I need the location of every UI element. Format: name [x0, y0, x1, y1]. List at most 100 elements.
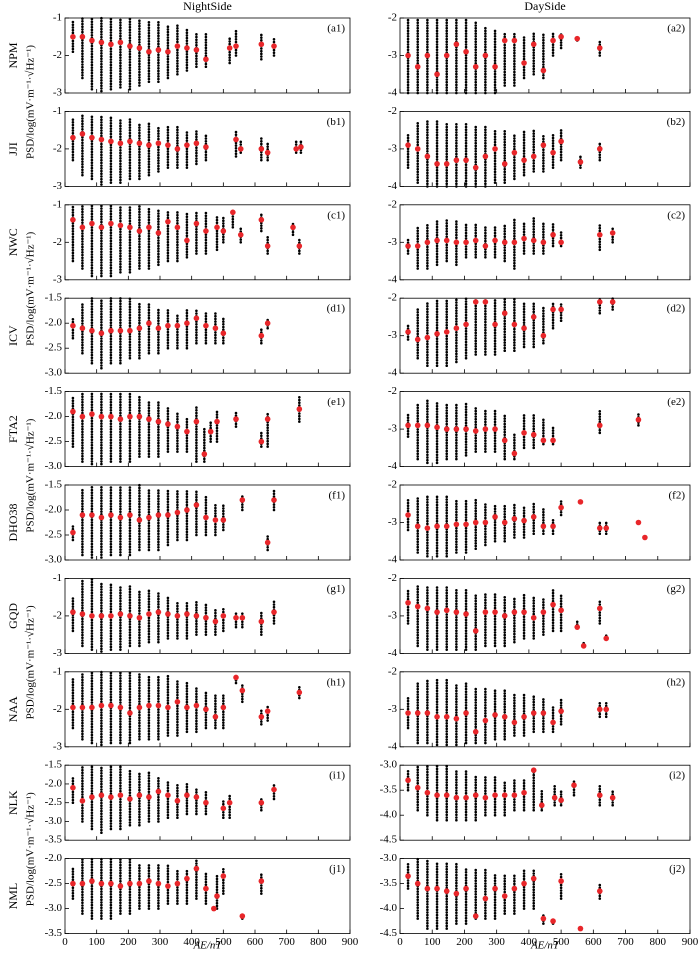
median-point [558, 306, 564, 313]
median-point [117, 222, 124, 229]
x-tick-label: 100 [424, 936, 441, 948]
median-point [521, 325, 527, 332]
x-tick-label: 900 [342, 936, 359, 948]
median-point [127, 512, 133, 518]
median-point [530, 767, 537, 773]
median-point [70, 609, 76, 615]
y-tick-label: -1.5 [45, 292, 63, 304]
median-point [596, 232, 603, 238]
y-tick-label: -3.0 [45, 554, 63, 566]
median-point [482, 794, 489, 801]
median-point [434, 237, 440, 244]
median-point [482, 299, 489, 305]
median-point [511, 609, 518, 615]
median-point [453, 157, 460, 163]
median-point [117, 327, 124, 334]
median-point [203, 614, 209, 621]
median-point [165, 421, 171, 427]
median-point [635, 416, 642, 423]
panel [405, 16, 603, 95]
panel [405, 214, 616, 270]
median-point [530, 314, 537, 320]
median-point [482, 717, 489, 724]
median-point [89, 878, 95, 884]
median-point [146, 878, 152, 884]
median-point [453, 239, 460, 246]
median-point [414, 603, 421, 610]
y-tick-label: -2 [388, 198, 397, 210]
median-point [603, 706, 610, 713]
median-point [434, 714, 440, 720]
panel-label: (b2) [667, 116, 686, 128]
y-tick-label: -2 [53, 142, 62, 154]
median-point [174, 509, 181, 516]
median-point [117, 39, 124, 46]
panel [70, 577, 277, 653]
median-point [70, 217, 76, 223]
median-point [146, 514, 152, 521]
median-point [258, 714, 265, 720]
plot-frame [399, 578, 691, 654]
median-point [220, 517, 227, 523]
panel [70, 390, 303, 466]
median-point [89, 794, 95, 800]
panel-label: (g1) [327, 583, 346, 595]
y-tick-label: -4 [388, 554, 398, 566]
x-tick-label: 700 [278, 936, 295, 948]
median-point [482, 519, 489, 526]
y-tick-label: -3 [53, 273, 63, 285]
median-point [482, 895, 489, 902]
median-point [596, 45, 603, 51]
median-point [79, 880, 86, 887]
y-tick-label: -3 [53, 87, 63, 99]
median-point [155, 512, 162, 518]
median-point [146, 48, 152, 55]
median-point [463, 794, 469, 801]
median-point [472, 792, 479, 798]
median-point [201, 451, 208, 457]
y-tick-label: -2 [388, 12, 397, 24]
y-tick-label: -3 [53, 740, 63, 752]
median-point [472, 428, 479, 434]
panel [70, 203, 303, 278]
median-point [174, 224, 181, 231]
median-point [530, 431, 537, 438]
median-point [70, 134, 76, 141]
y-tick-label: -3.0 [45, 815, 63, 827]
median-point [596, 792, 603, 798]
median-point [136, 880, 143, 887]
y-tick-label: -2.0 [45, 410, 63, 422]
median-point [550, 437, 556, 444]
median-point [540, 523, 547, 530]
median-point [414, 146, 421, 152]
median-point [220, 704, 227, 711]
median-point [521, 235, 527, 242]
median-point [98, 880, 105, 887]
median-point [472, 913, 479, 919]
plot-frame [64, 297, 351, 374]
median-point [463, 611, 469, 617]
median-point [501, 239, 508, 246]
y-tick-label: -2 [388, 479, 397, 491]
y-tick-label: -2.5 [45, 877, 63, 889]
median-point [463, 521, 469, 528]
median-point [165, 611, 171, 617]
panel [405, 857, 603, 932]
panel [405, 296, 616, 368]
x-tick-label: 400 [521, 936, 538, 948]
median-point [146, 702, 152, 709]
median-point [136, 228, 143, 234]
panel-label: (j2) [669, 863, 685, 875]
median-point [596, 605, 603, 612]
median-point [511, 239, 518, 246]
x-tick-label: 600 [585, 936, 602, 948]
median-point [271, 786, 277, 793]
median-point [609, 299, 616, 305]
x-tick-label: 300 [488, 936, 505, 948]
median-point [89, 134, 95, 141]
median-point [155, 609, 162, 615]
median-point [98, 514, 105, 521]
median-point [98, 224, 105, 231]
y-tick-label: -3 [388, 609, 398, 621]
median-point [117, 140, 124, 147]
